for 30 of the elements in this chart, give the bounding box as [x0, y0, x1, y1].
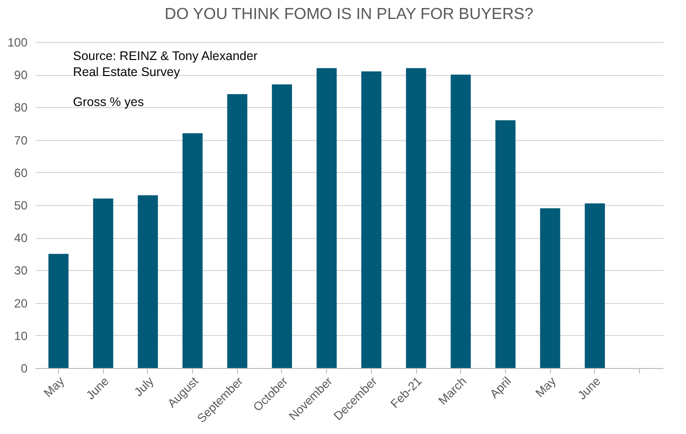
- bar: [182, 133, 203, 368]
- y-tick-label: 20: [14, 296, 28, 310]
- bar: [450, 74, 471, 368]
- bar: [138, 195, 158, 368]
- bar: [361, 71, 382, 368]
- y-tick-label: 0: [20, 362, 28, 376]
- y-tick-label: 80: [14, 100, 28, 115]
- annotation: Gross % yes: [73, 95, 144, 109]
- y-tick-label: 100: [7, 36, 28, 50]
- bar: [584, 203, 605, 368]
- bar: [227, 94, 248, 368]
- y-tick-label: 90: [14, 68, 28, 82]
- annotation: Source: REINZ & Tony Alexander Real Estate Survey: [73, 49, 258, 79]
- bar: [540, 208, 560, 368]
- bar: [495, 120, 516, 368]
- x-tick-label: May: [532, 374, 559, 400]
- bar: [48, 254, 69, 368]
- bar: [406, 68, 426, 368]
- bar: [316, 68, 337, 368]
- y-tick-label: 10: [14, 328, 28, 343]
- y-tick-label: 40: [14, 231, 28, 246]
- bar: [272, 84, 292, 368]
- y-tick-label: 30: [14, 264, 28, 278]
- x-tick-label: May: [41, 374, 67, 400]
- chart-title: DO YOU THINK FOMO IS IN PLAY FOR BUYERS?: [164, 6, 534, 23]
- y-tick-label: 70: [14, 133, 28, 148]
- y-tick-label: 50: [14, 198, 28, 212]
- bar: [93, 198, 114, 368]
- x-tick-label: July: [131, 374, 156, 400]
- y-tick-label: 60: [14, 166, 28, 180]
